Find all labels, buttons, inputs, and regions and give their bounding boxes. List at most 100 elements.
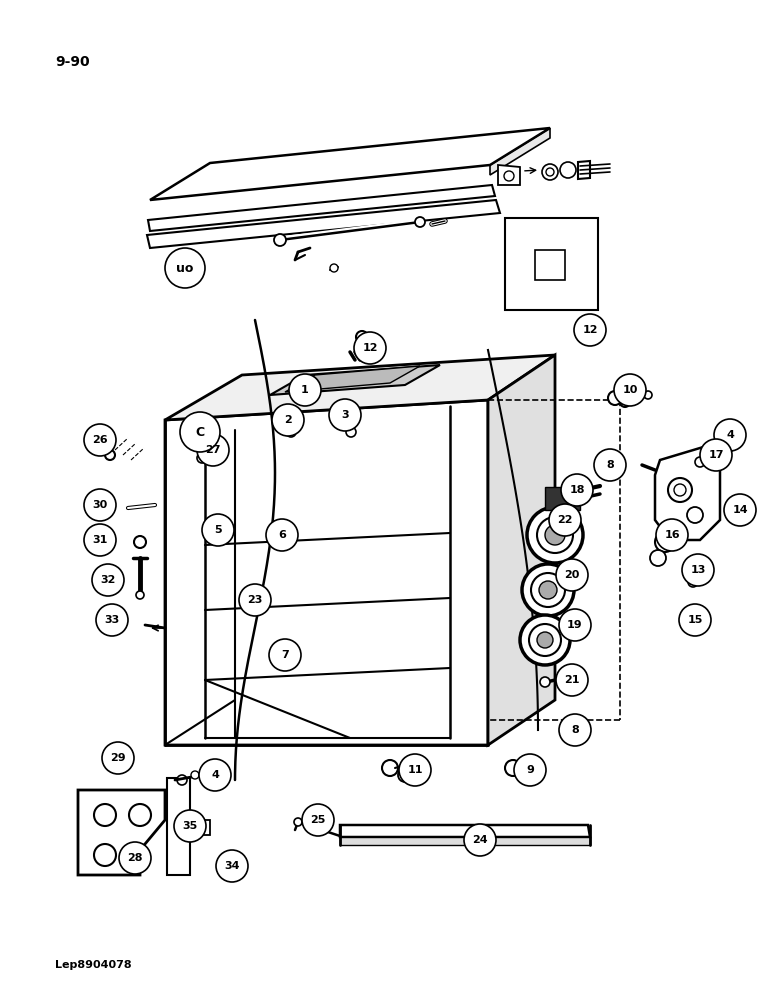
Text: 17: 17 [708,450,724,460]
Polygon shape [340,837,590,845]
Circle shape [674,484,686,496]
Text: 5: 5 [215,525,222,535]
Text: 19: 19 [567,620,583,630]
Polygon shape [535,250,565,280]
Circle shape [398,768,412,782]
Circle shape [105,450,115,460]
Circle shape [94,804,116,826]
Polygon shape [490,128,550,175]
Text: 12: 12 [362,343,378,353]
Circle shape [656,519,688,551]
Circle shape [346,427,356,437]
Text: 14: 14 [732,505,748,515]
Polygon shape [505,218,598,310]
Text: 18: 18 [569,485,585,495]
Circle shape [92,564,124,596]
Circle shape [527,507,583,563]
Circle shape [539,581,557,599]
Circle shape [266,519,298,551]
Circle shape [556,664,588,696]
Text: 24: 24 [472,835,488,845]
Circle shape [330,264,338,272]
Polygon shape [270,365,440,395]
Polygon shape [498,165,520,185]
Circle shape [197,453,207,463]
Text: 15: 15 [687,615,703,625]
Circle shape [84,424,116,456]
Circle shape [356,331,368,343]
Circle shape [94,844,116,866]
Circle shape [96,604,128,636]
Circle shape [382,760,398,776]
Text: 4: 4 [726,430,734,440]
Text: 1: 1 [301,385,309,395]
Circle shape [286,427,296,437]
Circle shape [289,374,321,406]
Circle shape [165,248,205,288]
Circle shape [129,804,151,826]
Circle shape [119,842,151,874]
Circle shape [302,804,334,836]
Circle shape [556,559,588,591]
Circle shape [614,374,646,406]
Circle shape [202,514,234,546]
Circle shape [274,234,286,246]
Text: 6: 6 [278,530,286,540]
Polygon shape [488,355,555,745]
Circle shape [84,489,116,521]
Text: 34: 34 [225,861,239,871]
Circle shape [272,404,304,436]
Polygon shape [148,185,495,231]
Polygon shape [147,200,500,248]
Circle shape [216,850,248,882]
Circle shape [574,314,606,346]
Circle shape [180,412,220,452]
Circle shape [668,478,692,502]
Text: 23: 23 [247,595,263,605]
Circle shape [660,537,670,547]
Circle shape [522,564,574,616]
Polygon shape [165,355,555,420]
Circle shape [549,504,581,536]
Circle shape [687,507,703,523]
Text: 32: 32 [101,575,115,585]
Circle shape [271,528,285,542]
Circle shape [620,397,630,407]
Circle shape [650,550,666,566]
Circle shape [559,714,591,746]
Polygon shape [545,487,580,510]
Circle shape [136,591,144,599]
Circle shape [464,824,496,856]
Circle shape [679,604,711,636]
Circle shape [644,391,652,399]
Text: Lep8904078: Lep8904078 [55,960,132,970]
Polygon shape [655,445,720,540]
Circle shape [191,771,199,779]
Circle shape [529,624,561,656]
Text: 26: 26 [92,435,108,445]
Text: 20: 20 [564,570,580,580]
Text: 25: 25 [310,815,326,825]
Circle shape [415,217,425,227]
Text: 9: 9 [526,765,534,775]
Polygon shape [78,790,165,875]
Polygon shape [190,820,210,835]
Circle shape [244,594,256,606]
Polygon shape [167,778,190,875]
Circle shape [294,818,302,826]
Circle shape [574,486,586,498]
Circle shape [537,632,553,648]
Circle shape [505,760,521,776]
Circle shape [521,767,535,781]
Circle shape [199,759,231,791]
Circle shape [559,609,591,641]
Circle shape [700,439,732,471]
Circle shape [695,457,705,467]
Circle shape [134,536,146,548]
Circle shape [688,577,698,587]
Circle shape [560,162,576,178]
Polygon shape [165,400,488,745]
Circle shape [269,639,301,671]
Text: 31: 31 [92,535,108,545]
Text: 16: 16 [665,530,680,540]
